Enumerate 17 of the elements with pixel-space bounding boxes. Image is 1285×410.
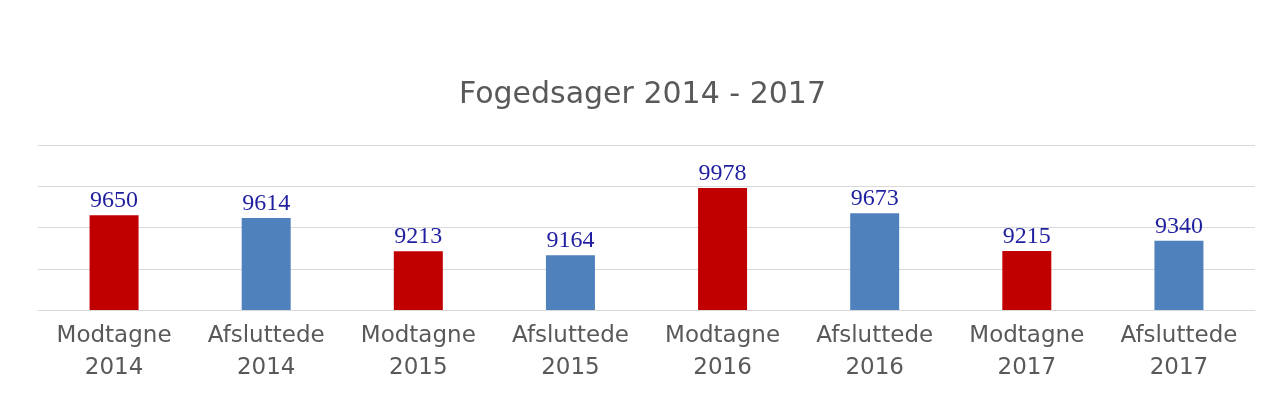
data-label: 9614: [242, 189, 291, 216]
x-tick-label: Afsluttede 2017: [1120, 321, 1238, 379]
data-label: 9650: [90, 186, 139, 213]
data-label: 9213: [394, 222, 443, 249]
x-tick-label: Modtagne 2016: [665, 321, 781, 379]
data-label: 9164: [546, 226, 595, 253]
chart-title: Fogedsager 2014 - 2017: [458, 74, 827, 110]
data-label: 9215: [1002, 222, 1051, 249]
data-label: 9673: [850, 184, 899, 211]
x-tick-label: Modtagne 2015: [360, 321, 476, 379]
x-tick-label: Afsluttede 2016: [816, 321, 934, 379]
x-tick-label: Modtagne 2017: [969, 321, 1085, 379]
x-tick-label: Afsluttede 2015: [511, 321, 629, 379]
data-label: 9340: [1154, 211, 1203, 238]
data-label: 9978: [698, 159, 747, 186]
x-tick-label: Afsluttede 2014: [207, 321, 325, 379]
x-tick-label: Modtagne 2014: [56, 321, 172, 379]
